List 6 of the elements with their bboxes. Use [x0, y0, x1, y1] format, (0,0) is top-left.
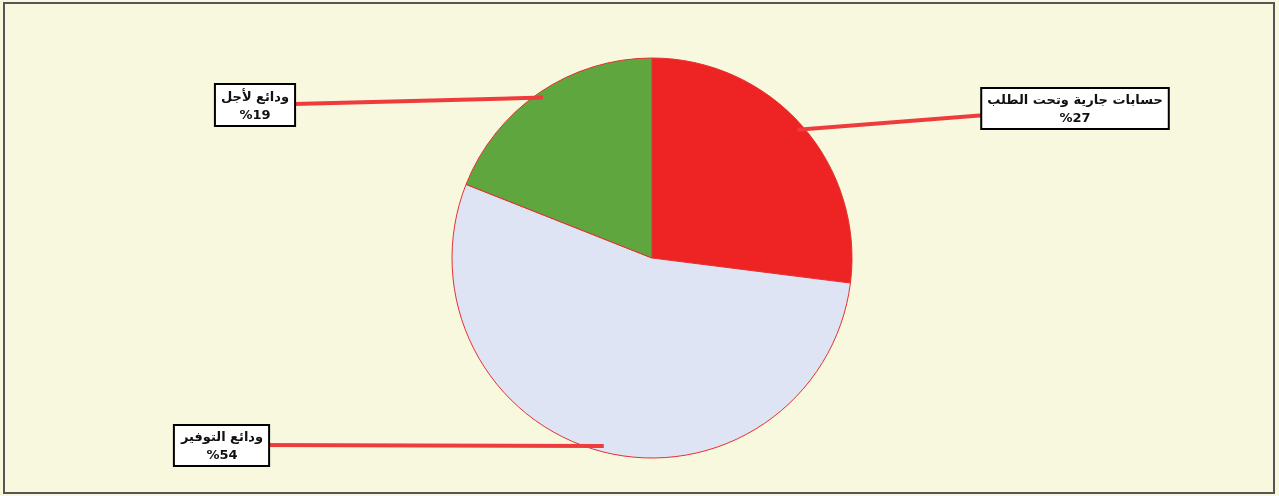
data-label: %19 — [239, 107, 271, 122]
data-label: %54 — [206, 447, 238, 462]
slice-label: ودائع لأجل — [220, 88, 290, 104]
data-label: %27 — [1059, 110, 1091, 125]
slice-label: حسابات جارية وتحت الطلب — [987, 92, 1163, 107]
slice-label: ودائع التوفير — [179, 429, 264, 444]
